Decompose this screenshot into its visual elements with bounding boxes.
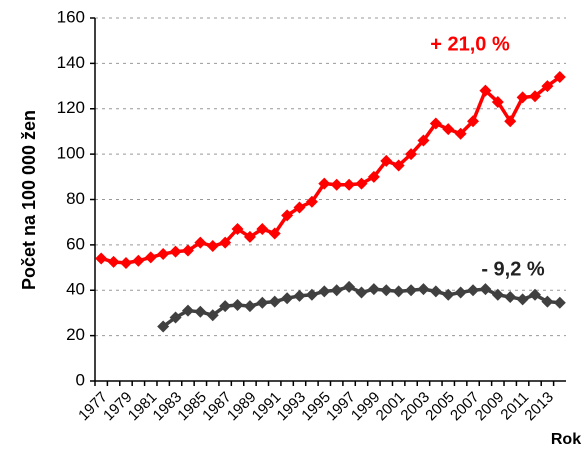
marker — [243, 300, 256, 313]
marker — [541, 80, 554, 93]
marker — [95, 252, 108, 265]
marker — [405, 284, 418, 297]
marker — [231, 222, 244, 235]
marker — [206, 309, 219, 322]
x-axis-label: Rok — [551, 431, 581, 448]
marker — [442, 288, 455, 301]
marker — [107, 255, 120, 268]
marker — [144, 251, 157, 264]
marker — [169, 245, 182, 258]
marker — [529, 90, 542, 103]
y-tick-label: 60 — [66, 234, 85, 253]
marker — [305, 288, 318, 301]
marker — [293, 289, 306, 302]
marker — [343, 280, 356, 293]
marker — [355, 177, 368, 190]
marker — [479, 283, 492, 296]
marker — [343, 178, 356, 191]
marker — [219, 300, 232, 313]
marker — [541, 295, 554, 308]
marker — [256, 222, 269, 235]
y-axis-label: Počet na 100 000 žen — [19, 110, 39, 290]
marker — [504, 115, 517, 128]
marker — [553, 296, 566, 309]
marker — [417, 283, 430, 296]
marker — [429, 285, 442, 298]
marker — [553, 70, 566, 83]
marker — [529, 288, 542, 301]
marker — [305, 195, 318, 208]
marker — [454, 127, 467, 140]
y-tick-label: 160 — [57, 7, 85, 26]
x-tick-label: 2013 — [521, 389, 557, 425]
marker — [479, 84, 492, 97]
series-line — [100, 75, 561, 265]
marker — [293, 201, 306, 214]
marker — [330, 284, 343, 297]
marker — [429, 117, 442, 130]
marker — [206, 240, 219, 253]
marker — [467, 115, 480, 128]
marker — [367, 170, 380, 183]
marker — [516, 293, 529, 306]
marker — [157, 320, 170, 333]
marker — [194, 236, 207, 249]
marker — [281, 292, 294, 305]
marker — [504, 291, 517, 304]
y-tick-label: 0 — [76, 370, 85, 389]
marker — [281, 209, 294, 222]
y-tick-label: 140 — [57, 53, 85, 72]
marker — [405, 148, 418, 161]
marker — [219, 236, 232, 249]
marker — [491, 288, 504, 301]
annotation: + 21,0 % — [430, 33, 510, 55]
marker — [516, 91, 529, 104]
marker — [392, 159, 405, 172]
marker — [194, 305, 207, 318]
marker — [268, 295, 281, 308]
marker — [417, 134, 430, 147]
marker — [243, 230, 256, 243]
marker — [119, 257, 132, 270]
y-tick-label: 100 — [57, 144, 85, 163]
y-tick-label: 20 — [66, 325, 85, 344]
y-tick-label: 80 — [66, 189, 85, 208]
marker — [132, 254, 145, 267]
marker — [256, 296, 269, 309]
marker — [380, 154, 393, 167]
marker — [355, 286, 368, 299]
marker — [442, 123, 455, 136]
marker — [330, 178, 343, 191]
marker — [367, 283, 380, 296]
marker — [169, 311, 182, 324]
marker — [491, 95, 504, 108]
marker — [318, 177, 331, 190]
marker — [157, 247, 170, 260]
marker — [392, 285, 405, 298]
marker — [318, 285, 331, 298]
y-tick-label: 40 — [66, 280, 85, 299]
marker — [467, 284, 480, 297]
marker — [181, 304, 194, 317]
marker — [181, 244, 194, 257]
marker — [454, 286, 467, 299]
marker — [268, 227, 281, 240]
marker — [380, 284, 393, 297]
y-tick-label: 120 — [57, 98, 85, 117]
annotation: - 9,2 % — [481, 258, 545, 280]
marker — [231, 298, 244, 311]
